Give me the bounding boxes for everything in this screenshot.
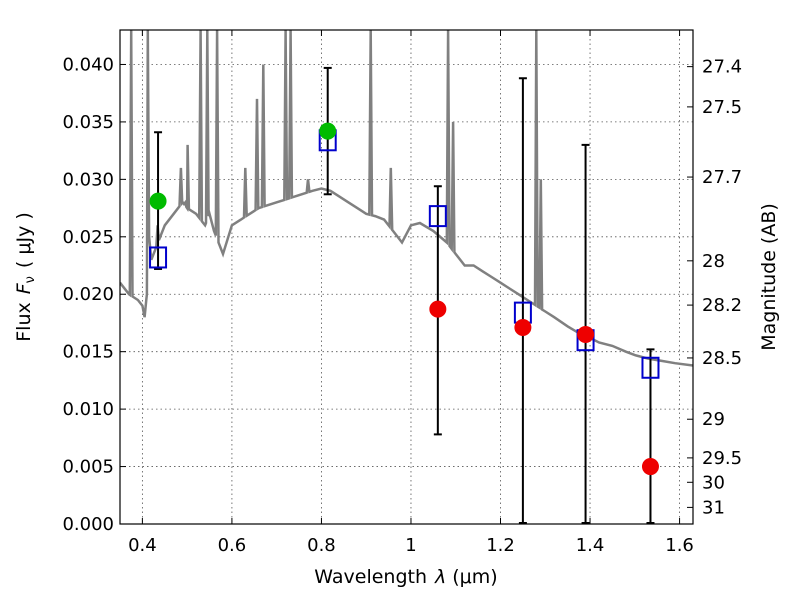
mag-tick-label: 27.5 [702,97,742,118]
y-tick-label: 0.030 [62,169,114,190]
y-tick-label: 0.020 [62,284,114,305]
circle-marker [319,122,337,140]
y-tick-label: 0.000 [62,514,114,535]
data-markers [149,122,660,476]
y-tick-label: 0.025 [62,227,114,248]
circle-marker [514,319,532,337]
mag-tick-label: 28 [702,251,725,272]
x-tick-label: 0.8 [307,535,336,556]
square-marker [428,205,447,228]
circle-marker [641,458,659,476]
error-bars [154,66,655,524]
x-tick-label: 1.4 [576,535,605,556]
circle-marker [429,300,447,318]
plot-frame [119,29,694,525]
mag-tick-label: 29.5 [702,448,742,469]
y-tick-label: 0.010 [62,399,114,420]
grid [120,30,693,525]
x-tick-label: 1 [405,535,416,556]
x-tick-label: 1.2 [486,535,515,556]
axes: 0.4 0.6 0.8 1 1.2 1.4 1.6 0.000 0.005 0.010 0.015 0… [62,30,742,556]
mag-tick-label: 27.4 [702,57,742,78]
mag-tick-label: 27.7 [702,167,742,188]
y-tick-label: 0.040 [62,54,114,75]
mag-tick-label: 28.5 [702,348,742,369]
spectrum-line [120,30,693,367]
circle-marker [577,325,595,343]
x-tick-label: 0.4 [128,535,157,556]
mag-tick-label: 30 [702,472,725,493]
y-axis-label: FluxFν( μJy ) [13,212,38,342]
circle-marker [149,192,167,210]
square-marker [149,246,168,269]
square-marker [641,356,660,379]
mag-tick-label: 29 [702,409,725,430]
x-axis-label: Wavelength λ (μm) [314,566,497,588]
x-tick-label: 0.6 [218,535,247,556]
y-tick-label: 0.005 [62,457,114,478]
y-tick-label: 0.015 [62,342,114,363]
model-spectrum [120,30,693,367]
mag-tick-label: 31 [702,497,725,518]
y2-axis-label: Magnitude (AB) [758,203,780,351]
x-tick-label: 1.6 [665,535,694,556]
y-tick-label: 0.035 [62,112,114,133]
mag-tick-label: 28.2 [702,295,742,316]
